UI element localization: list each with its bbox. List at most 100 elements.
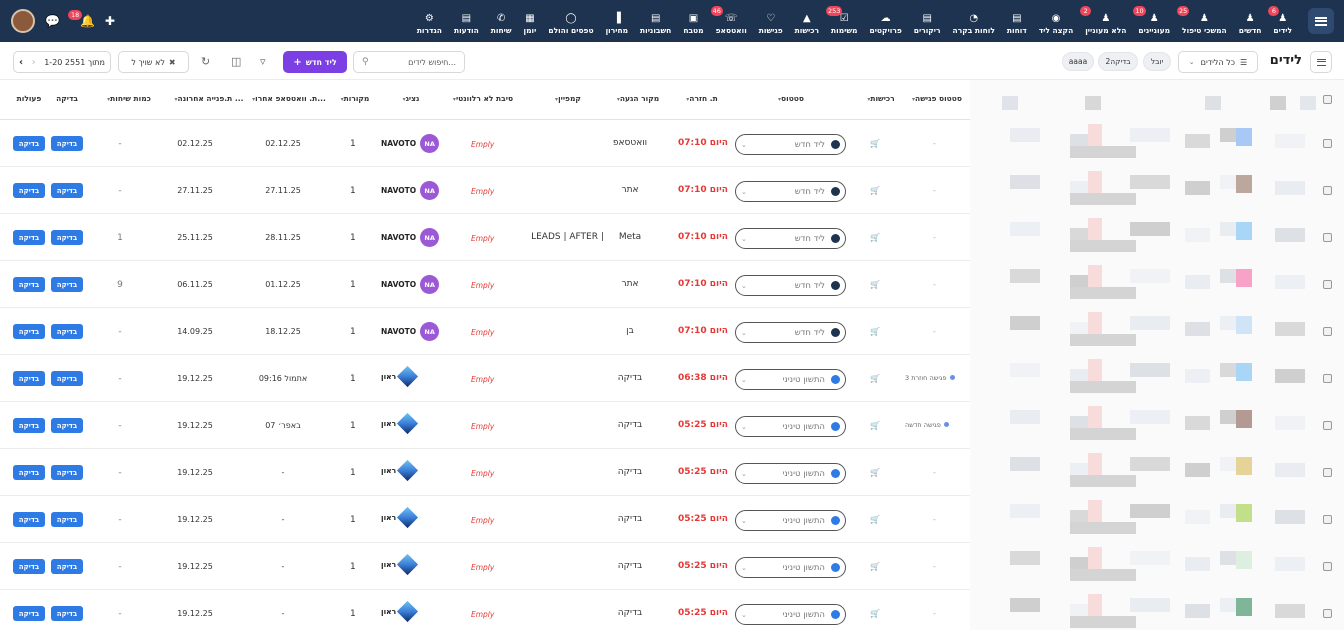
- check-button[interactable]: בדיקה: [51, 230, 83, 245]
- column-header-5[interactable]: ▾קמפיין: [527, 94, 607, 103]
- action-check-button[interactable]: בדיקה: [13, 277, 45, 292]
- check-button[interactable]: בדיקה: [51, 183, 83, 198]
- row-checkbox[interactable]: [1323, 233, 1332, 242]
- column-header-12[interactable]: בדיקה: [27, 94, 107, 103]
- column-header-1[interactable]: ▾רכישות: [840, 94, 920, 103]
- nav-item-5[interactable]: ◉ הקצה ליד: [1033, 0, 1080, 42]
- status-dropdown[interactable]: התשון טיניני ⌄: [735, 557, 846, 578]
- check-button[interactable]: בדיקה: [51, 606, 83, 621]
- nav-item-8[interactable]: ▤ ריקורים: [908, 0, 947, 42]
- cart-icon[interactable]: 🛒: [870, 139, 880, 148]
- action-check-button[interactable]: בדיקה: [13, 465, 45, 480]
- nav-item-18[interactable]: ▦ יומן: [518, 0, 543, 42]
- select-all-checkbox[interactable]: [1323, 95, 1332, 104]
- nav-item-19[interactable]: ✆ שיחות: [485, 0, 518, 42]
- column-header-3[interactable]: ▾ת. חזרה: [661, 94, 741, 103]
- nav-item-10[interactable]: ☑ משימות 253: [825, 0, 863, 42]
- list-menu-button[interactable]: [1310, 51, 1332, 73]
- nav-item-7[interactable]: ◔ לוחות בקרה: [947, 0, 1001, 42]
- row-checkbox[interactable]: [1323, 468, 1332, 477]
- status-dropdown[interactable]: התשון טיניני ⌄: [735, 369, 846, 390]
- row-checkbox[interactable]: [1323, 609, 1332, 618]
- column-header-9[interactable]: ▾ת. וואטסאפ אחרו...: [248, 94, 328, 103]
- cart-icon[interactable]: 🛒: [870, 421, 880, 430]
- column-header-0[interactable]: ▾סטטוס פגישה: [896, 94, 970, 103]
- check-button[interactable]: בדיקה: [51, 512, 83, 527]
- action-check-button[interactable]: בדיקה: [13, 183, 45, 198]
- nav-item-0[interactable]: ♟ לידים 6: [1267, 0, 1298, 42]
- next-page-button[interactable]: ‹: [19, 56, 24, 68]
- bell-icon[interactable]: 🔔 18: [67, 10, 95, 28]
- prev-page-button[interactable]: ›: [31, 56, 36, 68]
- status-dropdown[interactable]: התשון טיניני ⌄: [735, 510, 846, 531]
- nav-item-2[interactable]: ♟ המשכי טיפול 25: [1176, 0, 1233, 42]
- columns-icon[interactable]: ◫: [231, 55, 242, 68]
- avatar[interactable]: [11, 9, 35, 33]
- nav-item-21[interactable]: ⚙ הגדרות: [411, 0, 448, 42]
- row-checkbox[interactable]: [1323, 421, 1332, 430]
- column-header-8[interactable]: ▾מקורות: [314, 94, 394, 103]
- status-dropdown[interactable]: התשון טיניני ⌄: [735, 416, 846, 437]
- row-checkbox[interactable]: [1323, 139, 1332, 148]
- filter-pill-yuval[interactable]: יובל: [1143, 52, 1171, 71]
- cart-icon[interactable]: 🛒: [870, 280, 880, 289]
- nav-item-6[interactable]: ▤ דוחות: [1001, 0, 1033, 42]
- column-header-2[interactable]: ▾סטטוס: [750, 94, 830, 103]
- status-dropdown[interactable]: התשון טיניני ⌄: [735, 463, 846, 484]
- column-header-4[interactable]: ▾מקור הגעה: [597, 94, 677, 103]
- cart-icon[interactable]: 🛒: [870, 374, 880, 383]
- check-button[interactable]: בדיקה: [51, 371, 83, 386]
- status-dropdown[interactable]: ליד חדש ⌄: [735, 228, 846, 249]
- nav-item-14[interactable]: ▣ מטבח: [677, 0, 709, 42]
- nav-item-17[interactable]: ◯ טפסים והולם: [542, 0, 599, 42]
- cart-icon[interactable]: 🛒: [870, 562, 880, 571]
- all-leads-dropdown[interactable]: ⌄ כל הלידים ☰: [1178, 51, 1258, 73]
- plus-icon[interactable]: ✚: [104, 14, 115, 28]
- check-button[interactable]: בדיקה: [51, 324, 83, 339]
- nav-item-15[interactable]: ▤ חשבוניות: [634, 0, 677, 42]
- cart-icon[interactable]: 🛒: [870, 609, 880, 618]
- status-dropdown[interactable]: ליד חדש ⌄: [735, 181, 846, 202]
- nav-item-12[interactable]: ♡ פגישות: [753, 0, 789, 42]
- column-header-6[interactable]: ▾סיבת לא רלוונטי: [442, 94, 522, 103]
- cart-icon[interactable]: 🛒: [870, 233, 880, 242]
- row-checkbox[interactable]: [1323, 515, 1332, 524]
- row-checkbox[interactable]: [1323, 280, 1332, 289]
- nav-item-1[interactable]: ♟ חדשים: [1233, 0, 1268, 42]
- nav-item-4[interactable]: ♟ הלא מעוניין 2: [1079, 0, 1132, 42]
- column-header-11[interactable]: ▾כמות שיחות: [88, 94, 168, 103]
- cart-icon[interactable]: 🛒: [870, 515, 880, 524]
- status-dropdown[interactable]: התשון טיניני ⌄: [735, 604, 846, 625]
- row-checkbox[interactable]: [1323, 374, 1332, 383]
- status-dropdown[interactable]: ליד חדש ⌄: [735, 134, 846, 155]
- row-checkbox[interactable]: [1323, 327, 1332, 336]
- nav-item-13[interactable]: ☏ וואטסאפ 46: [710, 0, 753, 42]
- chat-icon[interactable]: 💬: [45, 14, 60, 28]
- cart-icon[interactable]: 🛒: [870, 468, 880, 477]
- cart-icon[interactable]: 🛒: [870, 186, 880, 195]
- nav-item-16[interactable]: ▐ מחירון: [600, 0, 634, 42]
- action-check-button[interactable]: בדיקה: [13, 324, 45, 339]
- status-dropdown[interactable]: ליד חדש ⌄: [735, 322, 846, 343]
- main-menu-button[interactable]: [1308, 8, 1334, 34]
- column-header-13[interactable]: פעולות: [0, 94, 69, 103]
- action-check-button[interactable]: בדיקה: [13, 512, 45, 527]
- check-button[interactable]: בדיקה: [51, 418, 83, 433]
- check-button[interactable]: בדיקה: [51, 465, 83, 480]
- action-check-button[interactable]: בדיקה: [13, 606, 45, 621]
- cart-icon[interactable]: 🛒: [870, 327, 880, 336]
- check-button[interactable]: בדיקה: [51, 277, 83, 292]
- nav-item-3[interactable]: ♟ מעוניינים 10: [1132, 0, 1176, 42]
- check-button[interactable]: בדיקה: [51, 559, 83, 574]
- nav-item-20[interactable]: ▤ הודעות: [448, 0, 485, 42]
- column-header-7[interactable]: ▾נציג: [370, 94, 450, 103]
- search-input[interactable]: ⚲ חיפוש לידים...: [353, 51, 465, 73]
- action-check-button[interactable]: בדיקה: [13, 136, 45, 151]
- action-check-button[interactable]: בדיקה: [13, 418, 45, 433]
- nav-item-9[interactable]: ☁ פרויקטים: [863, 0, 907, 42]
- action-check-button[interactable]: בדיקה: [13, 559, 45, 574]
- row-checkbox[interactable]: [1323, 562, 1332, 571]
- new-lead-button[interactable]: + ליד חדש: [283, 51, 347, 73]
- check-button[interactable]: בדיקה: [51, 136, 83, 151]
- action-check-button[interactable]: בדיקה: [13, 371, 45, 386]
